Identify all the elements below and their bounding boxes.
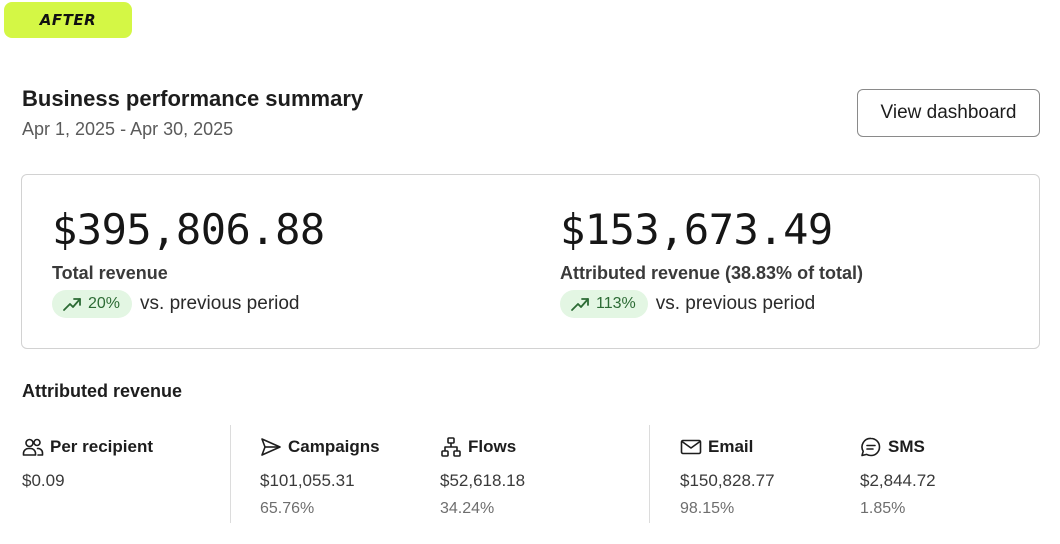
stat-sms: SMS $2,844.72 1.85% [860, 436, 936, 517]
stat-percent: 98.15% [680, 500, 735, 517]
after-tag: AFTER [4, 2, 132, 38]
divider [230, 425, 231, 523]
stat-percent: 65.76% [260, 500, 315, 517]
stat-email: Email $150,828.77 98.15% [680, 436, 775, 517]
mail-icon [680, 439, 702, 455]
trend-up-icon [571, 298, 589, 311]
trend-badge: 20% [52, 290, 133, 318]
stat-campaigns: Campaigns $101,055.31 65.76% [260, 436, 380, 517]
total-revenue-value: $395,806.88 [52, 205, 325, 254]
stat-label: SMS [888, 437, 925, 456]
stat-percent: 1.85% [860, 500, 906, 517]
people-icon [22, 438, 44, 456]
trend-value: 20% [88, 295, 121, 312]
view-dashboard-button[interactable]: View dashboard [857, 89, 1040, 137]
total-revenue-trend: 20% vs. previous period [52, 290, 300, 318]
flow-icon [441, 437, 461, 457]
stat-label: Email [708, 437, 754, 456]
stat-label: Campaigns [288, 437, 380, 456]
stat-value: $150,828.77 [680, 471, 775, 490]
attributed-revenue-value: $153,673.49 [560, 205, 833, 254]
stat-value: $0.09 [22, 471, 65, 490]
trend-text: vs. previous period [655, 293, 816, 314]
stat-label: Per recipient [50, 437, 153, 456]
trend-text: vs. previous period [140, 293, 300, 314]
stat-value: $52,618.18 [440, 471, 526, 490]
stat-per-recipient: Per recipient $0.09 [22, 436, 153, 490]
send-icon [261, 438, 281, 456]
chat-icon [861, 437, 881, 457]
stat-flows: Flows $52,618.18 34.24% [440, 436, 525, 517]
stat-value: $2,844.72 [860, 471, 936, 490]
date-range: Apr 1, 2025 - Apr 30, 2025 [22, 119, 234, 139]
attributed-revenue-label: Attributed revenue (38.83% of total) [560, 263, 864, 283]
attributed-revenue-trend: 113% vs. previous period [560, 290, 815, 318]
trend-value: 113% [596, 295, 636, 312]
trend-up-icon [63, 298, 81, 311]
page-title: Business performance summary [22, 86, 364, 111]
stat-label: Flows [468, 437, 517, 456]
summary-card: $395,806.88 Total revenue 20% vs. previo… [21, 174, 1040, 349]
total-revenue-label: Total revenue [52, 263, 168, 283]
trend-badge: 113% [560, 290, 648, 318]
attributed-section-title: Attributed revenue [22, 381, 183, 401]
stat-value: $101,055.31 [260, 471, 355, 490]
stat-percent: 34.24% [440, 500, 495, 517]
divider [649, 425, 650, 523]
